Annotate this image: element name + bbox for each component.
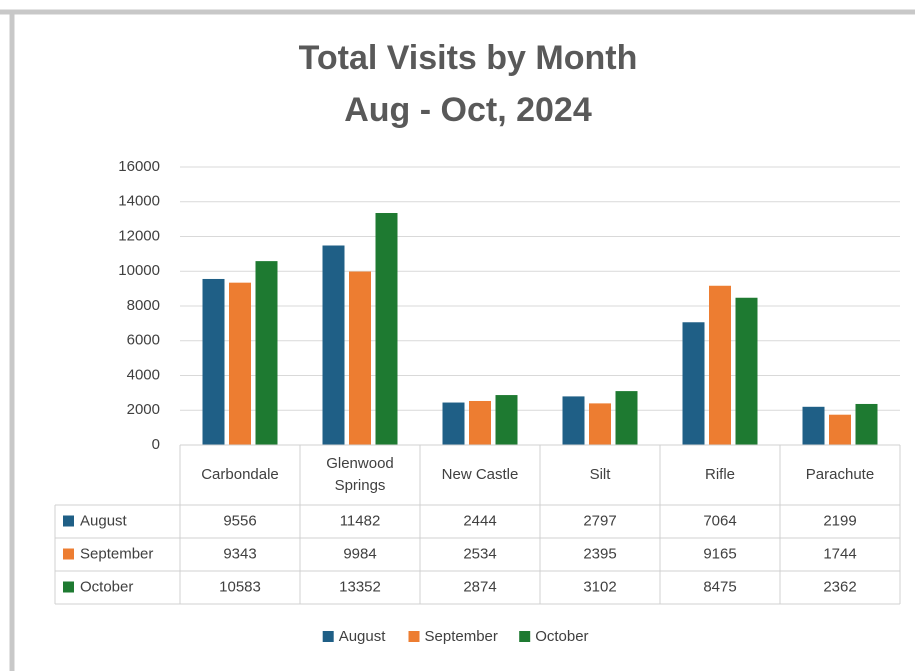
legend-key [63,548,74,560]
x-tick-label: New Castle [441,466,519,483]
bar [469,400,491,445]
bar [735,297,758,445]
table-cell: 8475 [703,578,736,595]
table-cell: 9556 [223,512,256,529]
x-tick-label-box: Parachute [805,466,875,483]
bar [229,282,251,445]
legend-key [63,515,74,527]
y-tick-label: 10000 [118,262,160,279]
x-tick-label: Glenwood Springs [326,455,394,494]
x-tick-label-box: New Castle [441,466,519,483]
bar [855,403,878,445]
legend-swatch [322,631,334,642]
x-tick-label: Carbondale [201,466,279,483]
table-cell: 11482 [340,512,381,529]
x-tick-label-box: Glenwood Springs [326,455,394,494]
bar [255,261,278,445]
row-label: October [80,578,133,595]
y-tick-label: 2000 [127,401,160,418]
chart-title: Total Visits by Month [299,39,638,77]
y-tick-label: 6000 [127,332,160,349]
table-cell: 7064 [703,512,736,529]
table-cell: 2395 [583,545,616,562]
y-tick-label: 8000 [127,297,160,314]
bar [322,245,345,445]
y-tick-label: 14000 [118,193,160,210]
table-cell: 9984 [343,545,376,562]
table-cell: 2534 [463,545,496,562]
y-tick-label: 12000 [118,227,160,244]
x-tick-label-box: Carbondale [201,466,279,483]
legend-label: September [425,628,498,645]
table-cell: 2444 [463,512,496,529]
bar [202,278,225,445]
table-cell: 10583 [219,578,261,595]
bar [682,322,705,445]
table-cell: 2362 [823,578,856,595]
y-tick-label: 0 [152,436,160,453]
bar [562,396,585,445]
x-tick-label: Silt [589,466,611,483]
bar [442,402,465,445]
row-label: August [80,512,128,529]
table-cell: 2874 [463,578,496,595]
bar [589,403,611,445]
x-tick-label-box: Rifle [704,466,735,483]
table-cell: 9343 [223,545,256,562]
y-tick-label: 4000 [127,366,160,383]
bar [615,391,638,445]
bar [495,395,518,445]
table-cell: 9165 [703,545,736,562]
legend-label: October [535,628,588,645]
bar [349,271,371,445]
bar [829,414,851,445]
legend-swatch [519,631,531,642]
legend-swatch [408,631,420,642]
table-cell: 1744 [823,545,856,562]
y-tick-label: 16000 [118,158,160,175]
legend-key [63,581,74,593]
x-tick-label: Rifle [704,466,735,483]
chart-subtitle: Aug - Oct, 2024 [344,91,592,129]
table-cell: 2199 [823,512,856,529]
row-label: September [80,545,153,562]
table-cell: 3102 [583,578,616,595]
frame [0,9,915,671]
x-tick-label-box: Silt [589,466,611,483]
table-cell: 2797 [583,512,616,529]
bar [709,285,731,445]
bar [375,213,398,445]
bar [802,406,825,445]
legend-label: August [339,628,387,645]
table-cell: 13352 [339,578,381,595]
x-tick-label: Parachute [805,466,875,483]
